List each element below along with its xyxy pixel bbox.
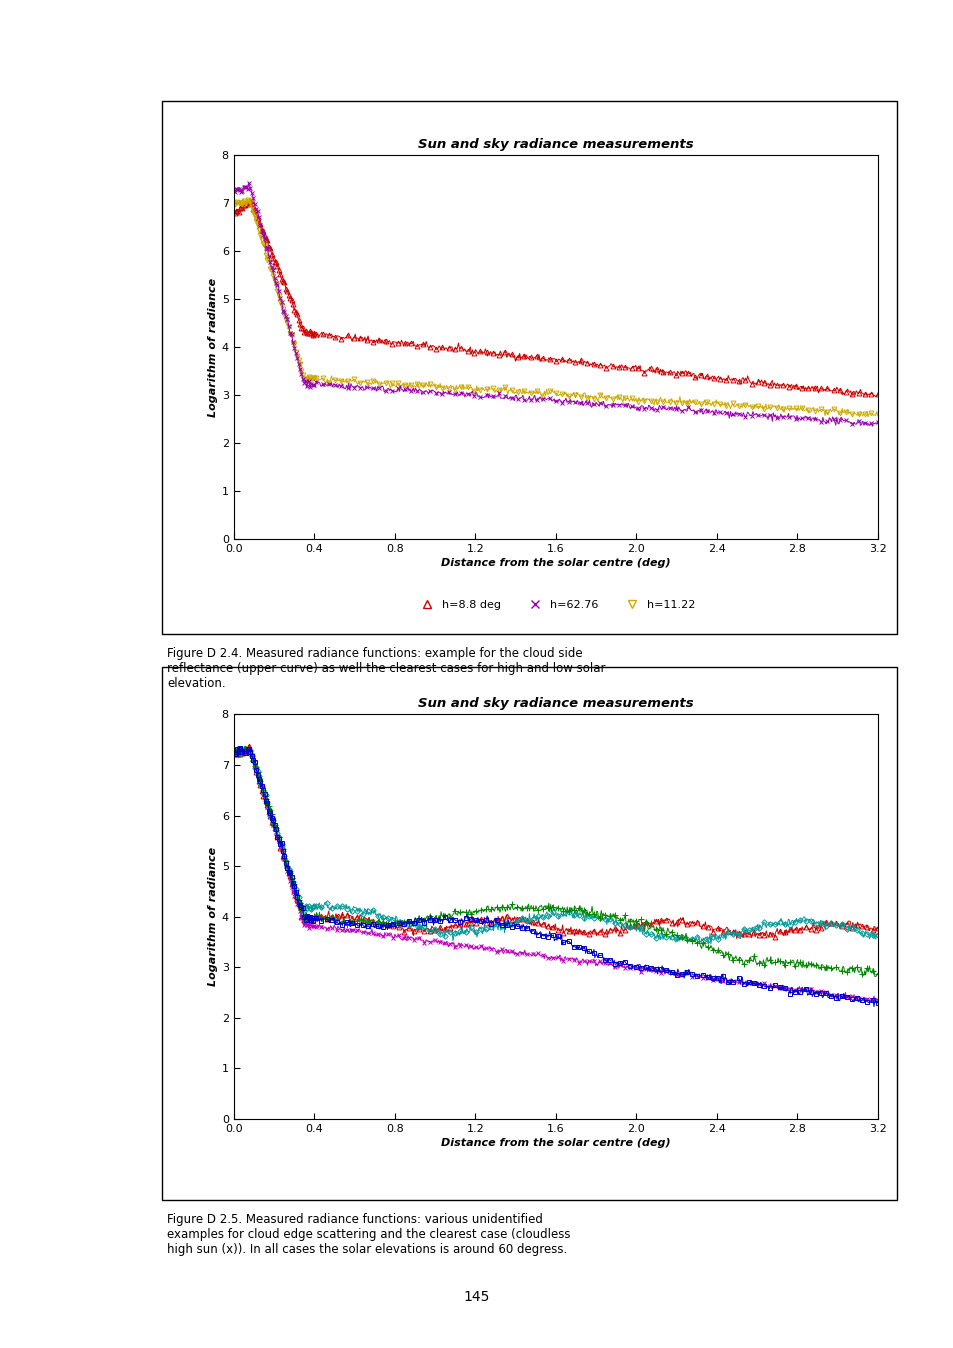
Y-axis label: Logarithm of radiance: Logarithm of radiance xyxy=(208,278,217,417)
Legend: h=8.8 deg, h=62.76, h=11.22: h=8.8 deg, h=62.76, h=11.22 xyxy=(411,596,700,615)
Text: Figure D 2.4. Measured radiance functions: example for the cloud side
reflectanc: Figure D 2.4. Measured radiance function… xyxy=(167,647,605,690)
Y-axis label: Logarithm of radiance: Logarithm of radiance xyxy=(208,847,217,987)
Title: Sun and sky radiance measurements: Sun and sky radiance measurements xyxy=(417,137,693,151)
X-axis label: Distance from the solar centre (deg): Distance from the solar centre (deg) xyxy=(440,558,670,569)
Text: Figure D 2.5. Measured radiance functions: various unidentified
examples for clo: Figure D 2.5. Measured radiance function… xyxy=(167,1213,570,1256)
Title: Sun and sky radiance measurements: Sun and sky radiance measurements xyxy=(417,697,693,710)
X-axis label: Distance from the solar centre (deg): Distance from the solar centre (deg) xyxy=(440,1138,670,1148)
Text: 145: 145 xyxy=(463,1290,490,1304)
